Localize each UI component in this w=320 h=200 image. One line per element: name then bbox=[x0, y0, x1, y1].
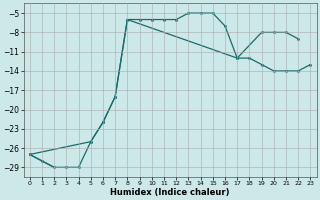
X-axis label: Humidex (Indice chaleur): Humidex (Indice chaleur) bbox=[110, 188, 230, 197]
